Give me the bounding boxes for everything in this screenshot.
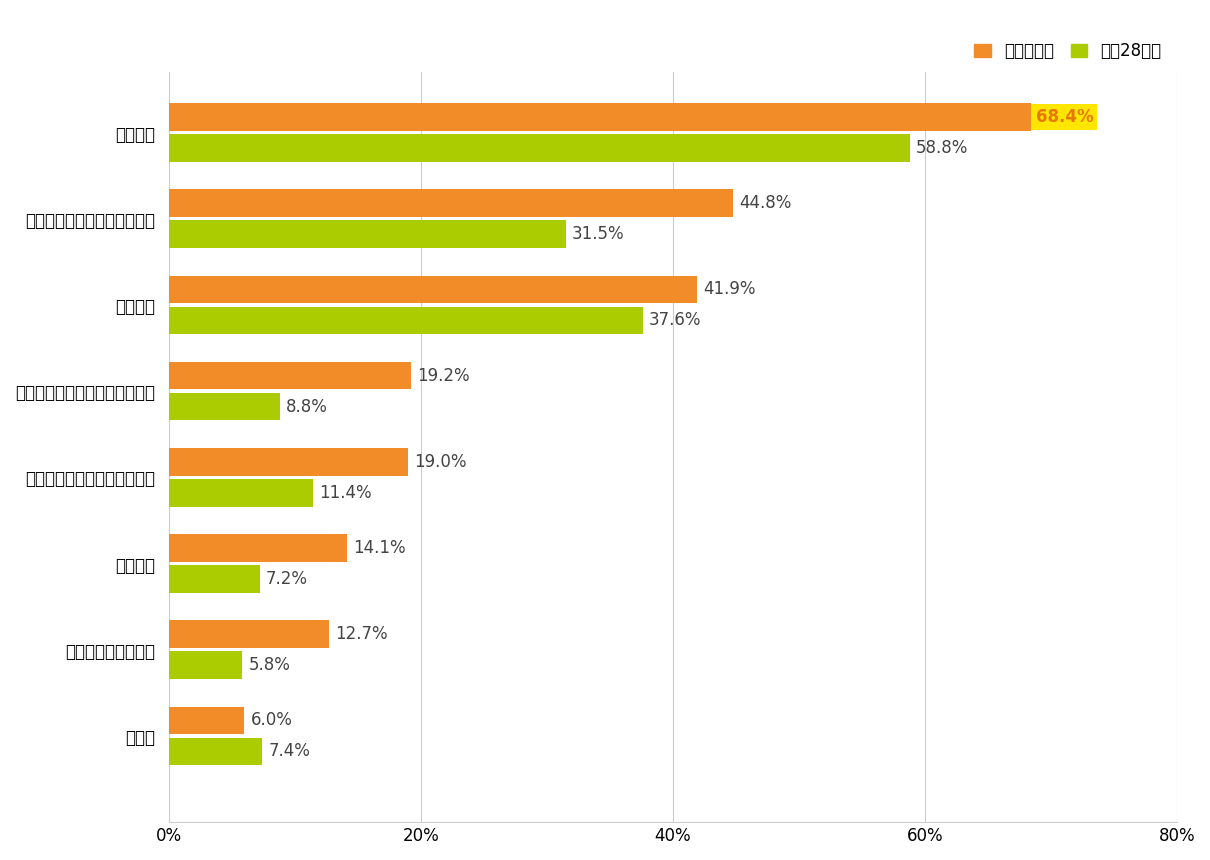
Bar	[169, 738, 263, 765]
Bar	[169, 220, 566, 248]
Bar	[169, 565, 260, 593]
Bar	[169, 103, 1031, 131]
Bar	[169, 393, 280, 421]
Text: 44.8%: 44.8%	[739, 194, 791, 212]
Bar	[169, 189, 733, 217]
Bar	[169, 276, 697, 304]
Text: 19.2%: 19.2%	[417, 366, 469, 384]
Bar	[169, 707, 244, 734]
Text: 6.0%: 6.0%	[250, 711, 293, 729]
Text: 31.5%: 31.5%	[572, 225, 624, 243]
Text: 12.7%: 12.7%	[335, 625, 387, 643]
Bar	[169, 534, 346, 562]
Text: 8.8%: 8.8%	[286, 397, 328, 415]
Bar	[169, 362, 410, 390]
Text: 19.0%: 19.0%	[415, 453, 467, 470]
Bar	[169, 620, 329, 648]
Text: 14.1%: 14.1%	[353, 539, 405, 557]
Text: 37.6%: 37.6%	[649, 311, 702, 329]
Text: 7.2%: 7.2%	[266, 570, 307, 588]
Bar	[169, 134, 910, 162]
Bar	[169, 307, 643, 335]
Legend: 令和５年度, 平成28年度: 令和５年度, 平成28年度	[967, 35, 1169, 67]
Text: 11.4%: 11.4%	[318, 484, 371, 502]
Text: 41.9%: 41.9%	[703, 280, 755, 298]
Text: 5.8%: 5.8%	[248, 656, 290, 674]
Bar	[169, 448, 408, 476]
Text: 58.8%: 58.8%	[916, 139, 968, 157]
Text: 68.4%: 68.4%	[1036, 108, 1093, 126]
Bar	[169, 479, 312, 507]
Text: 7.4%: 7.4%	[269, 742, 310, 760]
Bar	[169, 652, 242, 679]
